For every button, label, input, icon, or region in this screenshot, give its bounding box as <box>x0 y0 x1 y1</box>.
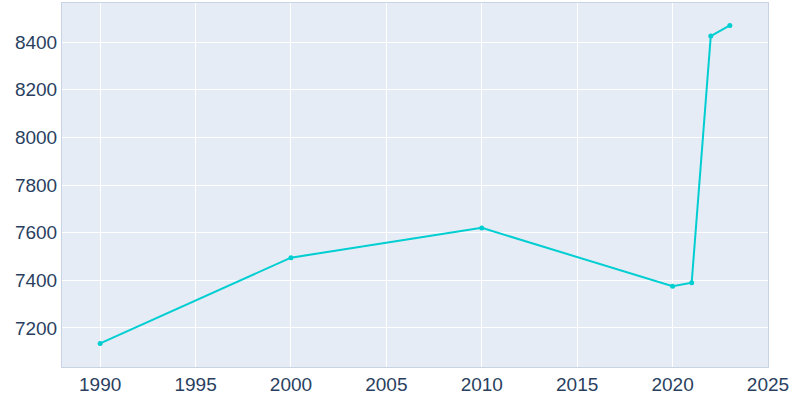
svg-text:2010: 2010 <box>461 374 503 395</box>
svg-text:7600: 7600 <box>15 222 57 243</box>
svg-text:2000: 2000 <box>270 374 312 395</box>
svg-text:2005: 2005 <box>365 374 407 395</box>
svg-text:7800: 7800 <box>15 175 57 196</box>
svg-text:8400: 8400 <box>15 32 57 53</box>
svg-text:2025: 2025 <box>747 374 789 395</box>
svg-text:1990: 1990 <box>79 374 121 395</box>
svg-text:1995: 1995 <box>174 374 216 395</box>
svg-text:2020: 2020 <box>651 374 693 395</box>
svg-text:7400: 7400 <box>15 270 57 291</box>
svg-text:7200: 7200 <box>15 318 57 339</box>
svg-text:8000: 8000 <box>15 127 57 148</box>
svg-text:8200: 8200 <box>15 79 57 100</box>
svg-text:2015: 2015 <box>556 374 598 395</box>
